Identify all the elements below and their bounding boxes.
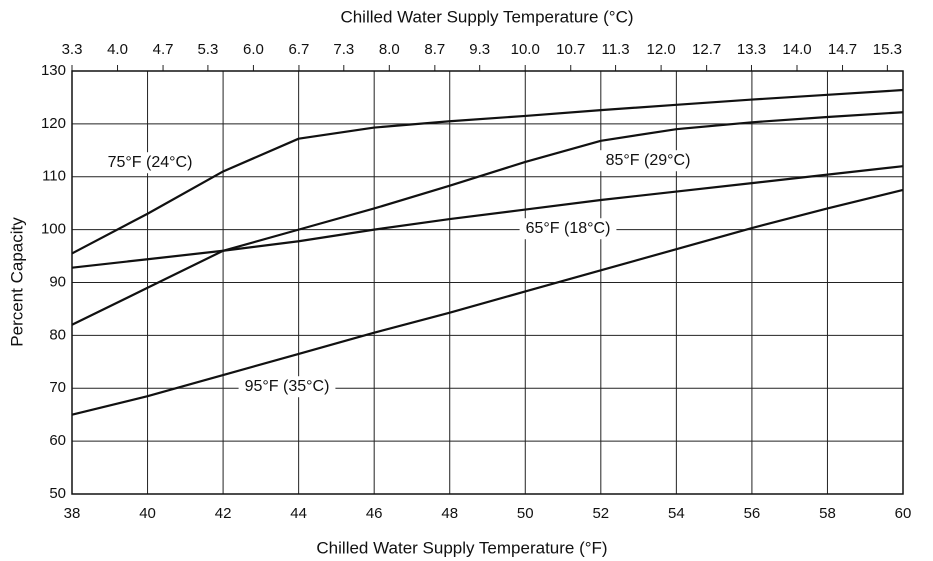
top-tick-label: 9.3	[469, 41, 490, 58]
top-tick-label: 6.7	[289, 41, 310, 58]
top-tick-label: 4.7	[153, 41, 174, 58]
y-tick-label: 80	[49, 326, 66, 343]
x-tick-label: 50	[517, 505, 534, 522]
top-tick-label: 7.3	[333, 41, 354, 58]
x-tick-label: 46	[366, 505, 383, 522]
top-tick-label: 3.3	[62, 41, 83, 58]
x-tick-label: 56	[744, 505, 761, 522]
curve	[71, 188, 904, 416]
curve-label-bg	[101, 152, 199, 174]
y-tick-label: 100	[41, 221, 66, 238]
curve-label-bg	[519, 218, 617, 240]
top-tick-label: 10.7	[556, 41, 585, 58]
top-tick-label: 8.0	[379, 41, 400, 58]
top-tick-label: 11.3	[602, 41, 630, 58]
curve	[71, 88, 904, 255]
curve-label: 95°F (35°C)	[245, 378, 330, 395]
curve-label: 75°F (24°C)	[108, 154, 193, 171]
top-tick-label: 13.3	[737, 41, 766, 58]
plot-frame	[71, 70, 904, 495]
top-tick-label: 5.3	[197, 41, 218, 58]
x-tick-label: 60	[895, 505, 912, 522]
curve-label-bg	[599, 150, 697, 172]
y-tick-label: 110	[42, 168, 66, 185]
top-tick-label: 12.7	[692, 41, 721, 58]
y-tick-label: 90	[49, 273, 66, 290]
curve-label-bg	[238, 376, 336, 398]
x-tick-label: 48	[441, 505, 458, 522]
y-tick-label: 120	[41, 115, 66, 132]
x-axis-title: Chilled Water Supply Temperature (°F)	[316, 538, 607, 557]
curve-label: 65°F (18°C)	[526, 220, 611, 237]
curve	[71, 165, 904, 269]
y-axis-title: Percent Capacity	[7, 217, 26, 347]
top-axis-title: Chilled Water Supply Temperature (°C)	[340, 7, 633, 26]
top-tick-label: 15.3	[873, 41, 902, 58]
curve	[71, 111, 904, 326]
x-tick-label: 42	[215, 505, 232, 522]
y-tick-label: 70	[49, 379, 66, 396]
y-tick-label: 130	[41, 62, 66, 79]
y-tick-label: 60	[49, 432, 66, 449]
x-tick-label: 40	[139, 505, 156, 522]
top-tick-label: 4.0	[107, 41, 128, 58]
top-tick-label: 14.0	[782, 41, 811, 58]
top-tick-label: 12.0	[647, 41, 676, 58]
x-tick-label: 38	[64, 505, 81, 522]
top-tick-label: 10.0	[511, 41, 540, 58]
curve-label: 85°F (29°C)	[606, 152, 691, 169]
top-tick-label: 14.7	[828, 41, 857, 58]
top-tick-label: 8.7	[424, 41, 445, 58]
x-tick-label: 44	[290, 505, 307, 522]
x-tick-label: 54	[668, 505, 685, 522]
top-tick-label: 6.0	[243, 41, 264, 58]
x-tick-label: 52	[592, 505, 609, 522]
x-tick-label: 58	[819, 505, 836, 522]
y-tick-label: 50	[49, 485, 66, 502]
